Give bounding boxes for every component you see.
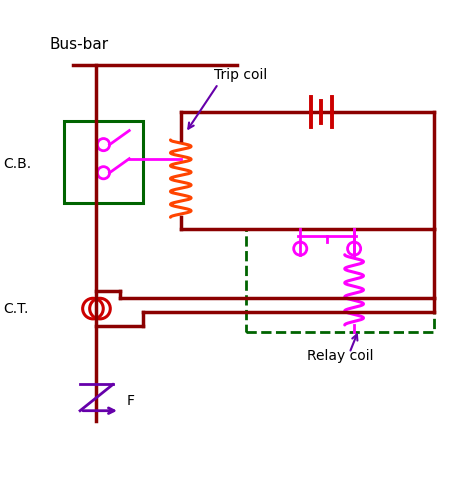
Text: Bus-bar: Bus-bar (50, 36, 109, 52)
Text: C.B.: C.B. (3, 157, 31, 171)
Text: C.T.: C.T. (3, 302, 28, 316)
Bar (64, 121, 143, 203)
Text: Trip coil: Trip coil (214, 68, 267, 82)
Text: Relay coil: Relay coil (307, 349, 374, 363)
Text: F: F (127, 394, 135, 408)
Bar (246, 229, 434, 332)
